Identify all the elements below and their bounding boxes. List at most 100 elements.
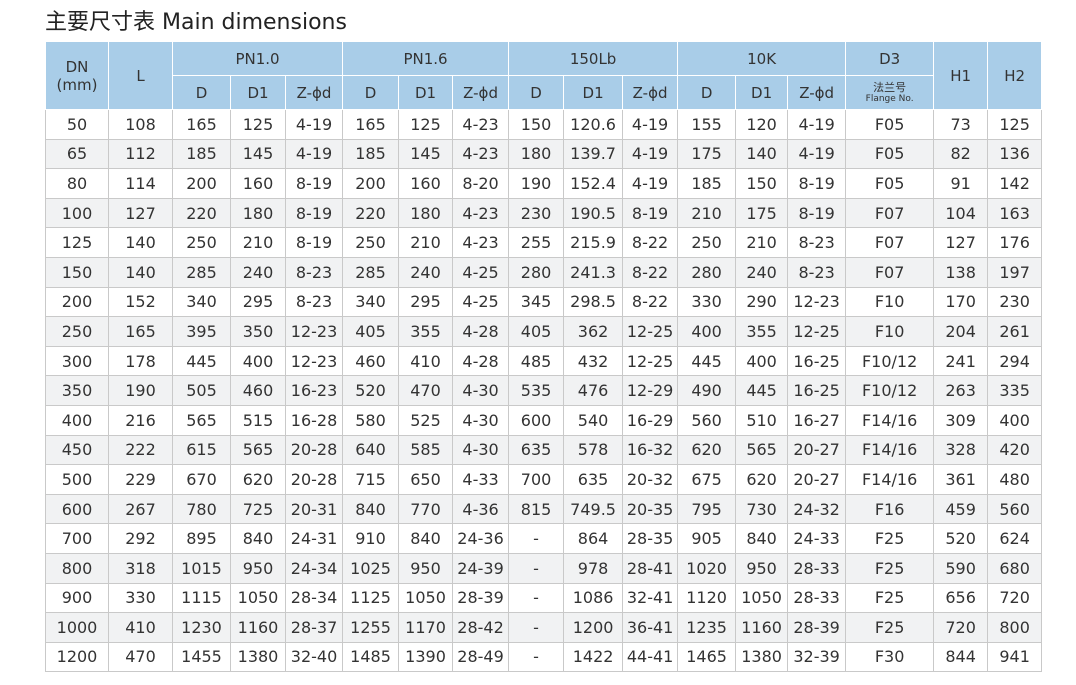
data-cell: 8-23 (787, 256, 847, 288)
header-cell: 法兰号 Flange No. (845, 75, 935, 110)
data-cell: 125 (230, 109, 286, 140)
data-cell: 476 (563, 375, 624, 406)
data-row: 500 229 670 620 20-28 715 650 4-33 700 635 20-32 67… (45, 464, 1043, 495)
data-cell: 300 (45, 345, 109, 377)
sub-header: D1 (398, 75, 454, 110)
data-cell: 32-39 (787, 641, 847, 673)
header-cell: H2 (987, 41, 1043, 110)
data-cell: 4-19 (622, 168, 679, 199)
data-cell: 215.9 (563, 227, 624, 258)
header-row: D D1 Z-ϕd D D1 Z-ϕd D D1 Z-ϕd D D1 Z-ϕd 法兰号 Flange No… (46, 75, 1042, 110)
data-cell: 1050 (735, 582, 789, 614)
data-cell: 65 (45, 138, 109, 170)
data-cell: 1380 (735, 641, 789, 673)
data-cell: 565 (230, 434, 286, 466)
data-cell: 1422 (563, 641, 624, 673)
data-cell: F25 (845, 612, 935, 643)
data-cell: 340 (172, 286, 231, 318)
data-cell: 4-30 (452, 404, 510, 436)
data-cell: 624 (987, 523, 1043, 554)
header-cell: L (108, 41, 173, 110)
data-cell: 290 (735, 286, 789, 318)
data-cell: 1255 (342, 612, 400, 643)
data-cell: 864 (563, 523, 624, 554)
data-cell: F25 (845, 552, 935, 584)
sub-header: D1 (735, 75, 789, 110)
data-cell: 222 (108, 434, 173, 466)
data-cell: 16-25 (787, 375, 847, 406)
data-cell: 1380 (230, 641, 286, 673)
data-cell: 4-19 (787, 109, 847, 140)
data-cell: 152 (108, 286, 173, 318)
data-cell: 120.6 (563, 109, 624, 140)
data-cell: 1465 (677, 641, 737, 673)
data-cell: 175 (735, 197, 789, 229)
data-cell: 150 (508, 109, 565, 140)
data-cell: 700 (508, 464, 565, 495)
data-cell: 170 (933, 286, 989, 318)
data-cell: F07 (845, 256, 935, 288)
data-cell: 8-19 (787, 197, 847, 229)
data-cell: 950 (398, 552, 454, 584)
data-cell: 295 (398, 286, 454, 318)
data-cell: 8-19 (284, 168, 344, 199)
data-cell: 24-36 (452, 523, 510, 554)
data-cell: 410 (398, 345, 454, 377)
data-row: 65 112 185 145 4-19 185 145 4-23 180 139.7 4-19 175… (45, 138, 1043, 170)
data-cell: 4-28 (452, 316, 510, 347)
sub-header: Z-ϕd (284, 75, 344, 110)
data-cell: 20-31 (284, 493, 344, 525)
data-cell: 1160 (735, 612, 789, 643)
data-cell: 200 (342, 168, 400, 199)
header-cell: D3 (845, 41, 935, 76)
data-cell: 795 (677, 493, 737, 525)
data-row: 700 292 895 840 24-31 910 840 24-36-864 28-35 905… (45, 523, 1043, 554)
data-cell: 261 (987, 316, 1043, 347)
data-row: 200 152 340 295 8-23 340 295 4-25 345 298.5 8-22 33… (45, 286, 1043, 318)
data-cell: 840 (398, 523, 454, 554)
data-cell: 139.7 (563, 138, 624, 170)
data-cell: 200 (172, 168, 231, 199)
data-cell: F10 (845, 316, 935, 347)
data-cell: 12-25 (622, 316, 679, 347)
data-cell: 560 (987, 493, 1043, 525)
data-cell: F07 (845, 227, 935, 258)
data-cell: F16 (845, 493, 935, 525)
data-cell: 125 (45, 227, 109, 258)
data-cell: 250 (45, 316, 109, 347)
group-header: 150Lb (508, 41, 679, 76)
data-cell: 210 (398, 227, 454, 258)
data-cell: 350 (230, 316, 286, 347)
sub-header: Z-ϕd (787, 75, 847, 110)
header-row: DN (mm) L PN1.0 PN1.6 150Lb 10K D3 H1 H2 (45, 41, 1043, 110)
data-cell: 335 (987, 375, 1043, 406)
data-row: 600 267 780 725 20-31 840 770 4-36 815 749.5 20-35… (45, 493, 1043, 525)
data-cell: 8-23 (284, 256, 344, 288)
data-cell: 4-36 (452, 493, 510, 525)
data-cell: 4-33 (452, 464, 510, 495)
data-cell: 4-19 (284, 109, 344, 140)
data-cell: 670 (172, 464, 231, 495)
data-cell: 340 (342, 286, 400, 318)
data-cell: 540 (563, 404, 624, 436)
data-cell: 210 (230, 227, 286, 258)
data-cell: F14/16 (845, 404, 935, 436)
data-cell: 1160 (230, 612, 286, 643)
data-cell: - (508, 552, 565, 584)
data-cell: 800 (987, 612, 1043, 643)
data-cell: 1120 (677, 582, 737, 614)
data-cell: 190.5 (563, 197, 624, 229)
data-cell: 330 (677, 286, 737, 318)
data-cell: 28-33 (787, 582, 847, 614)
sub-header: D (342, 75, 400, 110)
data-cell: 650 (398, 464, 454, 495)
data-cell: 285 (172, 256, 231, 288)
data-cell: 725 (230, 493, 286, 525)
data-cell: 350 (45, 375, 109, 406)
data-cell: 620 (230, 464, 286, 495)
data-cell: 720 (933, 612, 989, 643)
data-cell: 12-23 (284, 316, 344, 347)
data-cell: 330 (108, 582, 173, 614)
data-cell: 4-19 (622, 109, 679, 140)
